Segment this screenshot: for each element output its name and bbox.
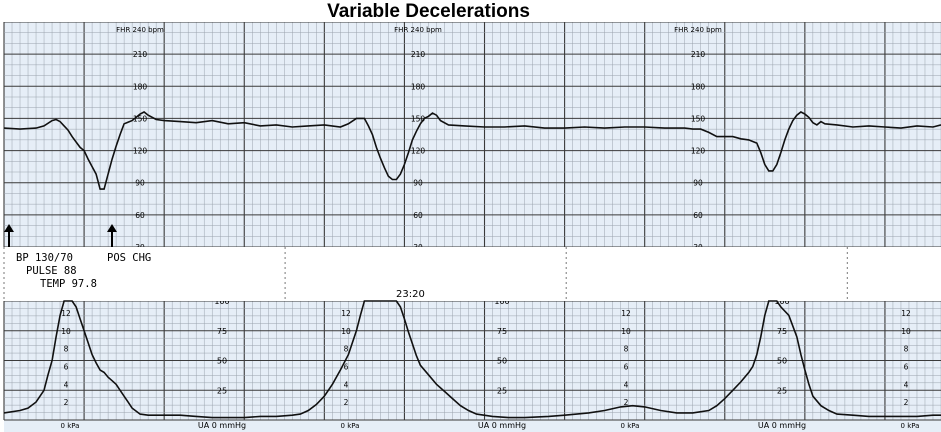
ua-mmhg-tick-label: 25 [777,386,787,395]
ua-mmhg-tick-label: 75 [217,327,227,336]
fhr-trace-line [3,111,941,190]
ua-kpa-tick-label: 6 [624,362,629,371]
fhr-header-label: FHR 240 bpm [394,26,442,34]
time-marker: 23:20 [396,289,425,300]
temp-annotation: TEMP 97.8 [40,278,97,290]
ua-kpa-tick-label: 2 [904,398,909,407]
bp-annotation: BP 130/70 [16,252,73,264]
ua-kpa-tick-label: 4 [344,380,349,389]
ua-mmhg-tick-label: 25 [497,386,507,395]
ua-kpa-zero-label: 0 kPa [61,422,80,430]
fhr-header-label: FHR 240 bpm [674,26,722,34]
fhr-tick-label: 180 [133,82,148,91]
fhr-tick-label: 150 [133,114,148,123]
ua-kpa-tick-label: 2 [64,398,69,407]
fhr-tick-label: 210 [411,50,426,59]
ua-kpa-zero-label: 0 kPa [901,422,920,430]
fhr-tick-label: 180 [691,82,706,91]
ctg-strip: FHR 240 bpm306090120150180210FHR 240 bpm… [3,22,941,432]
ua-mmhg-tick-label: 25 [217,386,227,395]
ua-axis-label: UA 0 mmHg [478,421,526,430]
fhr-tick-label: 210 [691,50,706,59]
ua-kpa-tick-label: 8 [904,345,909,354]
ua-kpa-tick-label: 6 [904,362,909,371]
fhr-tick-label: 210 [133,50,148,59]
ua-kpa-tick-label: 6 [344,362,349,371]
fhr-tick-label: 60 [135,211,145,220]
ua-kpa-tick-label: 2 [344,398,349,407]
ua-mmhg-tick-label: 50 [217,357,227,366]
ua-kpa-tick-label: 12 [901,309,911,318]
fhr-panel-bg [4,22,941,247]
ua-kpa-zero-label: 0 kPa [341,422,360,430]
up-arrow-icon [107,224,117,247]
ua-mmhg-tick-label: 75 [497,327,507,336]
ua-kpa-tick-label: 12 [621,309,631,318]
ua-axis-label: UA 0 mmHg [758,421,806,430]
ua-kpa-tick-label: 8 [344,345,349,354]
fhr-tick-label: 90 [135,179,145,188]
ua-mmhg-tick-label: 50 [497,357,507,366]
ua-kpa-tick-label: 2 [624,398,629,407]
up-arrow-icon [4,224,14,247]
fhr-tick-label: 150 [691,114,706,123]
ua-kpa-tick-label: 8 [624,345,629,354]
ua-kpa-tick-label: 4 [904,380,909,389]
position-change-annotation: POS CHG [107,252,152,264]
ua-kpa-tick-label: 10 [61,327,71,336]
ua-mmhg-tick-label: 100 [214,297,229,306]
ua-mmhg-tick-label: 75 [777,327,787,336]
ua-mmhg-tick-label: 100 [494,297,509,306]
fhr-tick-label: 60 [413,211,423,220]
ua-kpa-tick-label: 4 [624,380,629,389]
ua-panel-bg [4,301,941,432]
ua-kpa-tick-label: 10 [341,327,351,336]
ua-kpa-tick-label: 12 [61,309,71,318]
fhr-tick-label: 90 [413,179,423,188]
ua-mmhg-tick-label: 100 [774,297,789,306]
ua-kpa-tick-label: 10 [901,327,911,336]
fhr-tick-label: 90 [693,179,703,188]
fhr-tick-label: 60 [693,211,703,220]
fhr-axis-labels: FHR 240 bpm306090120150180210FHR 240 bpm… [116,26,722,252]
ua-mmhg-tick-label: 50 [777,357,787,366]
ua-kpa-tick-label: 4 [64,380,69,389]
fhr-tick-label: 120 [133,147,148,156]
ua-kpa-tick-label: 8 [64,345,69,354]
ua-kpa-zero-label: 0 kPa [621,422,640,430]
pulse-annotation: PULSE 88 [26,265,77,277]
ua-axis-label: UA 0 mmHg [198,421,246,430]
ua-axis-labels: 2 4 6 8 10 12 0 kPa 2 4 6 8 10 12 0 kPa 2 4 6 8 10 12 0 kPa 2… [61,297,920,430]
ua-kpa-tick-label: 6 [64,362,69,371]
annotation-band [3,247,941,301]
annotation-band-bg [4,247,941,301]
ua-trace-line [3,300,941,419]
chart-title: Variable Decelerations [327,1,530,22]
fhr-tick-label: 180 [411,82,426,91]
fhr-tick-label: 120 [691,147,706,156]
ua-kpa-tick-label: 12 [341,309,351,318]
ua-kpa-tick-label: 10 [621,327,631,336]
fhr-tick-label: 120 [411,147,426,156]
fhr-header-label: FHR 240 bpm [116,26,164,34]
fhr-tick-label: 150 [411,114,426,123]
